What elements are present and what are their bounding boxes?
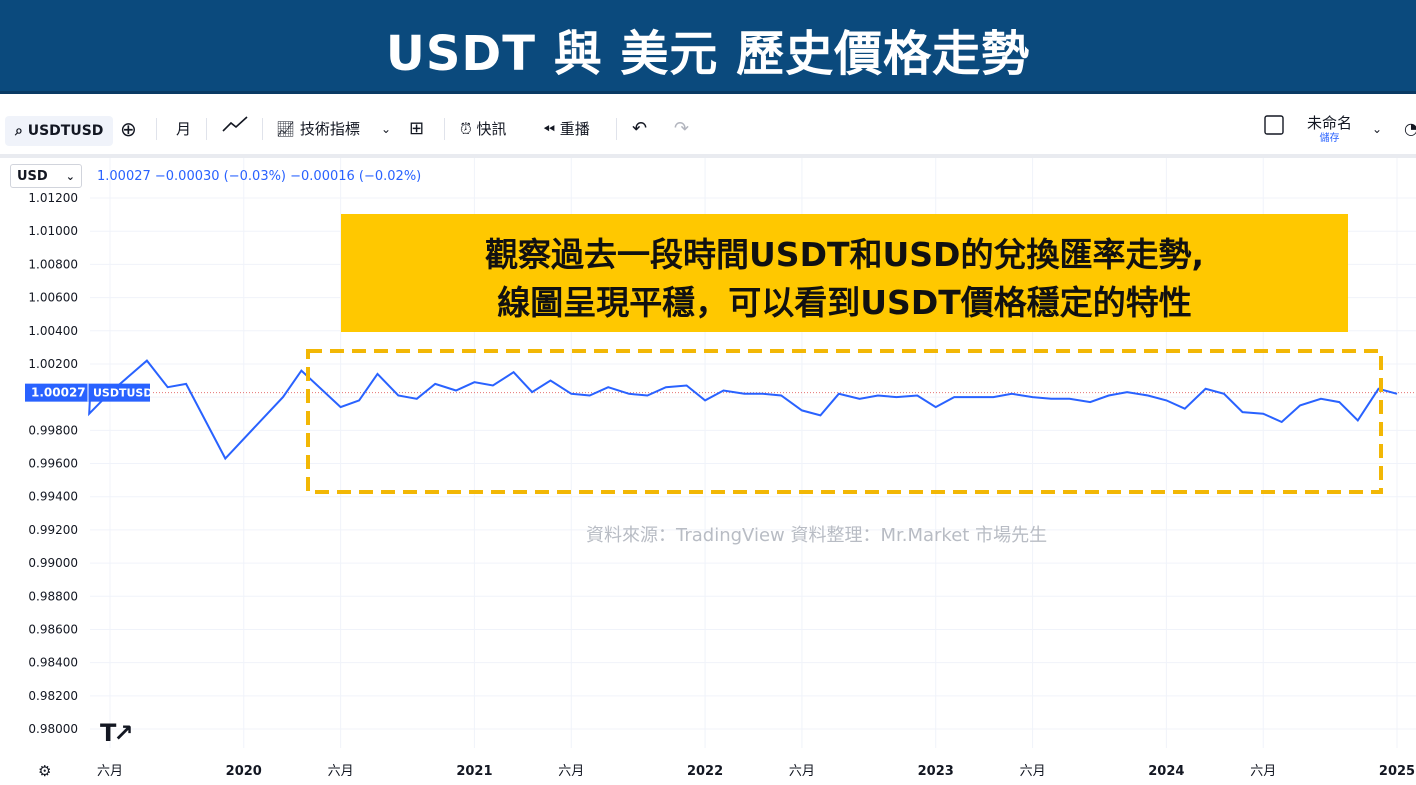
chevron-down-icon: ⌄	[65, 170, 75, 183]
settings-gear-icon[interactable]: ⚙︎	[38, 762, 52, 780]
x-tick-label: 六月	[328, 764, 354, 779]
toolbar-divider	[156, 118, 157, 140]
x-tick-label: 六月	[97, 764, 123, 779]
y-tick-label: 0.98000	[28, 722, 78, 736]
y-tick-label: 0.98200	[28, 689, 78, 703]
alert-button[interactable]: ⏰︎ 快訊	[460, 114, 507, 144]
callout-line-1: 觀察過去一段時間USDT和USD的兌換匯率走勢,	[485, 235, 1204, 274]
toolbar-divider	[444, 118, 445, 140]
chart-toolbar: ⌕ USDTUSD ⊕ 月 📈︎ 技術指標 ⌄ ⊞ ⏰︎ 快訊 ⏪︎ 重播 ↶ …	[0, 100, 1416, 158]
indicators-icon: 📈︎	[276, 120, 296, 138]
y-tick-label: 0.99400	[28, 490, 78, 504]
grid	[90, 158, 1416, 748]
y-tick-label: 0.98600	[28, 622, 78, 636]
x-tick-label: 2022	[687, 764, 723, 779]
interval-button[interactable]: 月	[176, 120, 192, 138]
current-price-symbol: USDTUSD	[93, 387, 152, 400]
replay-label: 重播	[559, 120, 590, 138]
y-tick-label: 0.99000	[28, 556, 78, 570]
x-tick-label: 2024	[1148, 764, 1184, 779]
chevron-down-icon[interactable]: ⌄	[381, 122, 392, 136]
tradingview-logo: T↗	[100, 719, 134, 747]
x-tick-label: 六月	[789, 764, 815, 779]
y-tick-label: 0.98800	[28, 589, 78, 603]
price-chart[interactable]: 1.01200 1.01000 1.00800 1.00600 1.00400 1.002…	[0, 158, 1416, 785]
layout-square-icon[interactable]	[1263, 114, 1285, 144]
clock-icon[interactable]: ◔	[1404, 119, 1416, 138]
y-tick-label: 0.99800	[28, 423, 78, 437]
layout-name-button[interactable]: 未命名 儲存	[1307, 116, 1352, 146]
x-tick-label: 六月	[558, 764, 584, 779]
page-title: USDT 與 美元 歷史價格走勢	[385, 26, 1031, 82]
y-tick-label: 1.00200	[28, 357, 78, 371]
y-tick-label: 0.99200	[28, 523, 78, 537]
y-tick-label: 1.01200	[28, 191, 78, 205]
x-tick-label: 2023	[918, 764, 954, 779]
toolbar-divider	[262, 118, 263, 140]
replay-button[interactable]: ⏪︎ 重播	[543, 114, 590, 144]
source-note: 資料來源：TradingView 資料整理：Mr.Market 市場先生	[586, 525, 1048, 546]
ohlc-readout: 1.00027 −0.00030 (−0.03%) −0.00016 (−0.0…	[97, 169, 422, 184]
chevron-down-icon[interactable]: ⌄	[1372, 122, 1383, 136]
save-status: 儲存	[1319, 133, 1340, 144]
indicators-label: 技術指標	[299, 120, 360, 138]
y-tick-label: 1.00400	[28, 324, 78, 338]
callout-line-2: 線圖呈現平穩，可以看到USDT價格穩定的特性	[497, 283, 1192, 322]
y-tick-label: 0.99600	[28, 457, 78, 471]
x-tick-label: 2020	[226, 764, 262, 779]
currency-select[interactable]: USD ⌄	[10, 164, 82, 188]
price-series-line	[88, 359, 1398, 461]
x-tick-label: 六月	[1020, 764, 1046, 779]
current-price-value: 1.00027	[31, 386, 86, 400]
title-banner: USDT 與 美元 歷史價格走勢	[0, 0, 1416, 94]
current-price-tag: 1.00027 USDTUSD	[25, 383, 152, 402]
chart-type-icon[interactable]	[222, 114, 248, 144]
y-tick-label: 1.01000	[28, 224, 78, 238]
symbol-label: USDTUSD	[27, 123, 104, 139]
currency-value: USD	[17, 169, 48, 184]
toolbar-divider	[206, 118, 207, 140]
indicators-button[interactable]: 📈︎ 技術指標	[276, 114, 360, 144]
undo-icon[interactable]: ↶	[632, 118, 648, 139]
x-tick-label: 2025	[1379, 764, 1415, 779]
y-axis: 1.01200 1.01000 1.00800 1.00600 1.00400 1.002…	[28, 191, 78, 736]
search-icon: ⌕	[15, 123, 23, 139]
templates-grid-icon[interactable]: ⊞	[409, 118, 425, 139]
alert-label: 快訊	[476, 120, 507, 138]
redo-icon[interactable]: ↷	[674, 118, 690, 139]
alarm-clock-icon: ⏰︎	[460, 120, 472, 138]
layout-name: 未命名	[1307, 114, 1353, 132]
highlight-dashed-box	[306, 349, 1383, 494]
x-tick-label: 六月	[1250, 764, 1276, 779]
x-tick-label: 2021	[456, 764, 492, 779]
add-symbol-icon[interactable]: ⊕	[120, 117, 137, 141]
toolbar-divider	[616, 118, 617, 140]
callout-box: 觀察過去一段時間USDT和USD的兌換匯率走勢, 線圖呈現平穩，可以看到USDT…	[341, 214, 1348, 332]
x-axis: 六月 2020 六月 2021 六月 2022 六月 2023 六月 2024 六月 2025	[97, 764, 1415, 779]
y-tick-label: 0.98400	[28, 656, 78, 670]
y-tick-label: 1.00600	[28, 291, 78, 305]
rewind-icon: ⏪︎	[543, 120, 556, 138]
symbol-search-button[interactable]: ⌕ USDTUSD	[5, 116, 114, 146]
y-tick-label: 1.00800	[28, 257, 78, 271]
